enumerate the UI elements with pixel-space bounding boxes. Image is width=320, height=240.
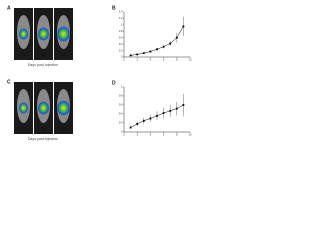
point [182,25,185,28]
y-tick-label: 0.8 [119,94,123,98]
x-tick-label: 6 [163,58,165,62]
point [182,104,185,106]
y-tick-label: 0.2 [119,48,123,52]
day-label: 49 [41,52,47,57]
signal [37,27,50,41]
charts: B00.20.40.60.811.21.40 2 4 6 8 10D00.20.40.60… [112,5,192,136]
point [136,123,139,125]
point [149,50,152,53]
x-tick-label: 0 [123,133,125,137]
y-tick-label: 1.2 [119,16,123,20]
signal [18,102,29,114]
panel-label: D [112,80,116,86]
day-label: 49 [41,126,47,131]
signal [56,26,71,42]
point [149,117,152,120]
signal [37,101,50,115]
y-tick-label: 0.8 [119,29,123,33]
point [142,119,145,122]
panel: C 21 49 54 Days post-injection [7,79,73,141]
caption: Days post-injection [28,137,58,141]
point [156,114,158,117]
y-tick-label: 1.4 [119,10,123,14]
x-tick-label: 2 [136,133,138,137]
point [156,48,158,51]
x-tick-label: 10 [189,58,192,62]
x-tick-label: 10 [189,133,192,137]
y-tick-label: 1 [121,23,123,27]
point [129,54,132,57]
panel-label: C [7,79,11,85]
y-tick-label: 0 [121,55,123,59]
x-tick-label: 4 [150,58,152,62]
y-tick-label: 0 [121,130,123,134]
signal [18,28,29,40]
point [175,36,178,39]
y-tick-label: 0.4 [119,112,123,116]
y-tick-label: 1 [121,85,123,89]
point [175,107,178,110]
line [130,26,184,56]
x-tick-label: 0 [123,58,125,62]
point [169,109,172,112]
panel: A 21 49 54 Days post-injection [7,5,73,67]
x-tick-label: 8 [176,58,178,62]
point [169,42,172,45]
signal [56,100,71,116]
day-label: 21 [21,52,27,57]
panel-label: A [7,5,11,11]
panel-label: B [112,5,116,11]
y-tick-label: 0.6 [119,35,123,39]
point [162,112,165,114]
x-tick-label: 8 [176,133,178,137]
y-tick-label: 0.2 [119,121,123,125]
x-tick-label: 2 [136,58,138,62]
day-label: 54 [61,52,67,57]
y-tick-label: 0.4 [119,42,123,46]
day-label: 54 [61,126,67,131]
day-label: 21 [21,126,27,131]
point [142,52,145,55]
x-tick-label: 4 [150,133,152,137]
y-tick-label: 0.6 [119,103,123,107]
point [136,53,139,56]
point [129,126,132,129]
point [162,45,165,48]
x-tick-label: 6 [163,133,165,137]
caption: Days post-injection [28,63,58,67]
